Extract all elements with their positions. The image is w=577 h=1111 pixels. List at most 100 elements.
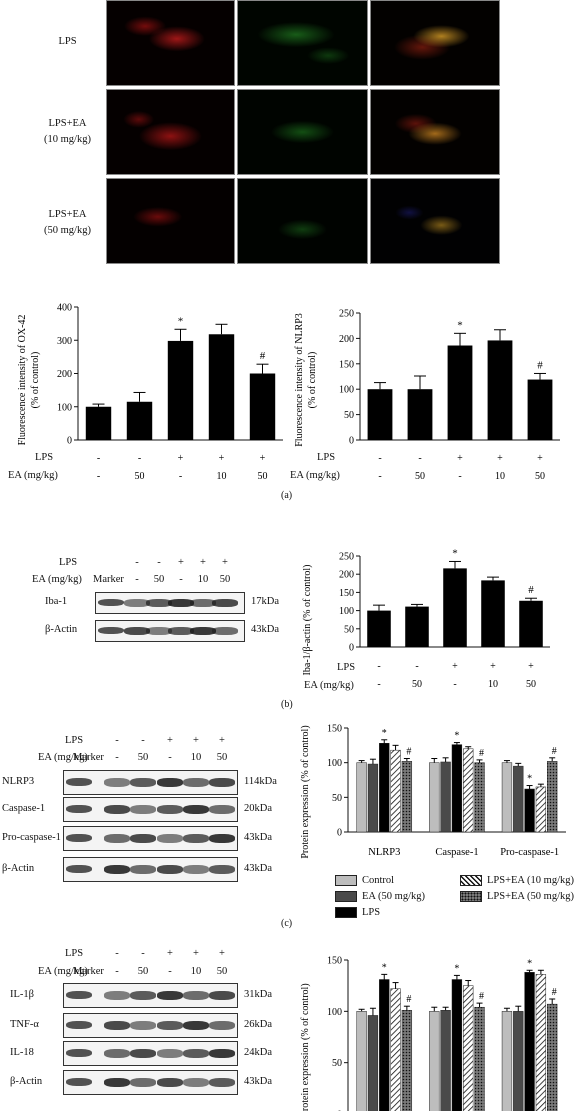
y-tick-label: 150 (339, 588, 354, 599)
panel-label-a: (a) (281, 490, 293, 501)
chart-a2-ylabel-unit: (% of control) (307, 352, 318, 409)
marker-band (66, 1048, 92, 1058)
bar (249, 373, 276, 440)
ea-cell: - (115, 966, 119, 977)
chart-c: Protein expression (% of control) 0 50 100… (300, 724, 566, 859)
protein-band (183, 1078, 209, 1087)
legend-item: Control (335, 875, 394, 886)
protein-band (130, 778, 156, 787)
significance-mark: # (479, 991, 484, 1002)
blot-d-ea-label: EA (mg/kg) (38, 966, 88, 977)
ea-label: EA (mg/kg) (290, 470, 340, 481)
row-label-lps: LPS (58, 36, 77, 47)
protein-band (168, 599, 194, 607)
lps-cell: - (97, 453, 100, 464)
ea-cell: - (168, 966, 172, 977)
y-tick-label: 100 (327, 758, 342, 769)
bar (405, 606, 429, 647)
protein-band (130, 805, 156, 814)
y-tick-label: 100 (339, 385, 354, 396)
protein-band (209, 1049, 235, 1058)
protein-band (183, 865, 209, 874)
bar (501, 762, 513, 833)
blot-protein-label: TNF-α (10, 1018, 39, 1030)
lps-cell: - (141, 735, 145, 746)
ea-cell: - (97, 471, 100, 482)
chart-a1: Fluorescence intensity of OX-42 (% of co… (17, 303, 283, 482)
marker-band (98, 626, 124, 635)
ea-cell: - (179, 574, 183, 585)
significance-mark: * (382, 728, 387, 739)
protein-band (130, 991, 156, 1000)
protein-band (212, 627, 238, 635)
lps-cell: - (418, 453, 421, 464)
protein-band (104, 865, 130, 874)
y-tick-label: 200 (57, 369, 72, 380)
bar (524, 788, 535, 833)
blot-kda-label: 43kDa (244, 831, 272, 843)
lps-label: LPS (317, 452, 336, 463)
lps-cell: + (193, 948, 199, 959)
bar (401, 761, 413, 833)
y-tick-label: 0 (337, 1110, 342, 1111)
legend-label: LPS (362, 907, 381, 918)
protein-band (104, 1021, 130, 1030)
bar (429, 762, 440, 833)
blot-kda-label: 31kDa (244, 988, 272, 1000)
significance-mark: * (178, 315, 184, 327)
ea-cell: - (378, 471, 381, 482)
blot-protein-label: β-Actin (2, 862, 35, 874)
bar (429, 1011, 440, 1111)
significance-mark: * (454, 963, 459, 974)
row-label-lps-ea50: LPS+EA (50 mg/kg) (44, 209, 91, 236)
blot-protein-label: β-Actin (45, 624, 78, 635)
protein-band (209, 1078, 235, 1087)
bar (535, 786, 547, 833)
lps-cell: - (141, 948, 145, 959)
chart-b-ylabel: Iba-1/β-actin (% of control) (302, 565, 313, 676)
protein-band (209, 865, 235, 874)
protein-band (183, 778, 209, 787)
blot-protein-label: NLRP3 (2, 775, 35, 787)
protein-band (157, 1078, 183, 1087)
bar (440, 761, 451, 833)
ea-cell: 50 (216, 966, 228, 977)
y-tick-label: 0 (67, 436, 72, 447)
lps-cell: + (457, 453, 463, 464)
bar (367, 610, 391, 647)
protein-band (130, 1078, 156, 1087)
legend-swatch (460, 875, 482, 886)
lps-label: LPS (35, 452, 54, 463)
blot-b-lps-label: LPS (59, 557, 78, 568)
marker-band (66, 1020, 92, 1030)
lps-cell: - (115, 948, 119, 959)
significance-mark: * (457, 319, 463, 331)
lps-cell: - (157, 557, 161, 568)
lps-cell: + (167, 948, 173, 959)
blot-d-marker-label: Marker (73, 966, 104, 977)
lps-cell: + (452, 661, 458, 672)
y-tick-label: 100 (339, 606, 354, 617)
bar (451, 979, 463, 1111)
blot-b-marker-label: Marker (93, 574, 124, 585)
ea-cell: 50 (535, 471, 545, 482)
blot-protein-label: Caspase-1 (2, 802, 46, 814)
significance-mark: # (552, 746, 557, 757)
y-tick-label: 0 (349, 643, 354, 654)
blot-protein-label: Iba-1 (45, 596, 68, 607)
y-tick-label: 150 (327, 956, 342, 967)
lps-cell: + (219, 453, 225, 464)
chart-b: Iba-1/β-actin (% of control) 0 50 100 150 20… (302, 548, 550, 690)
bar (513, 1011, 524, 1111)
bar (401, 1010, 413, 1111)
y-tick-label: 200 (339, 570, 354, 581)
bar (535, 974, 547, 1111)
lps-cell: - (115, 735, 119, 746)
protein-band (130, 834, 156, 843)
protein-band (157, 778, 183, 787)
significance-mark: # (406, 747, 411, 758)
significance-mark: * (454, 731, 459, 742)
legend-item: LPS+EA (10 mg/kg) (460, 875, 574, 886)
chart-d: Protein expression (% of control) 0 50 100… (300, 956, 558, 1111)
significance-mark: # (528, 584, 534, 596)
